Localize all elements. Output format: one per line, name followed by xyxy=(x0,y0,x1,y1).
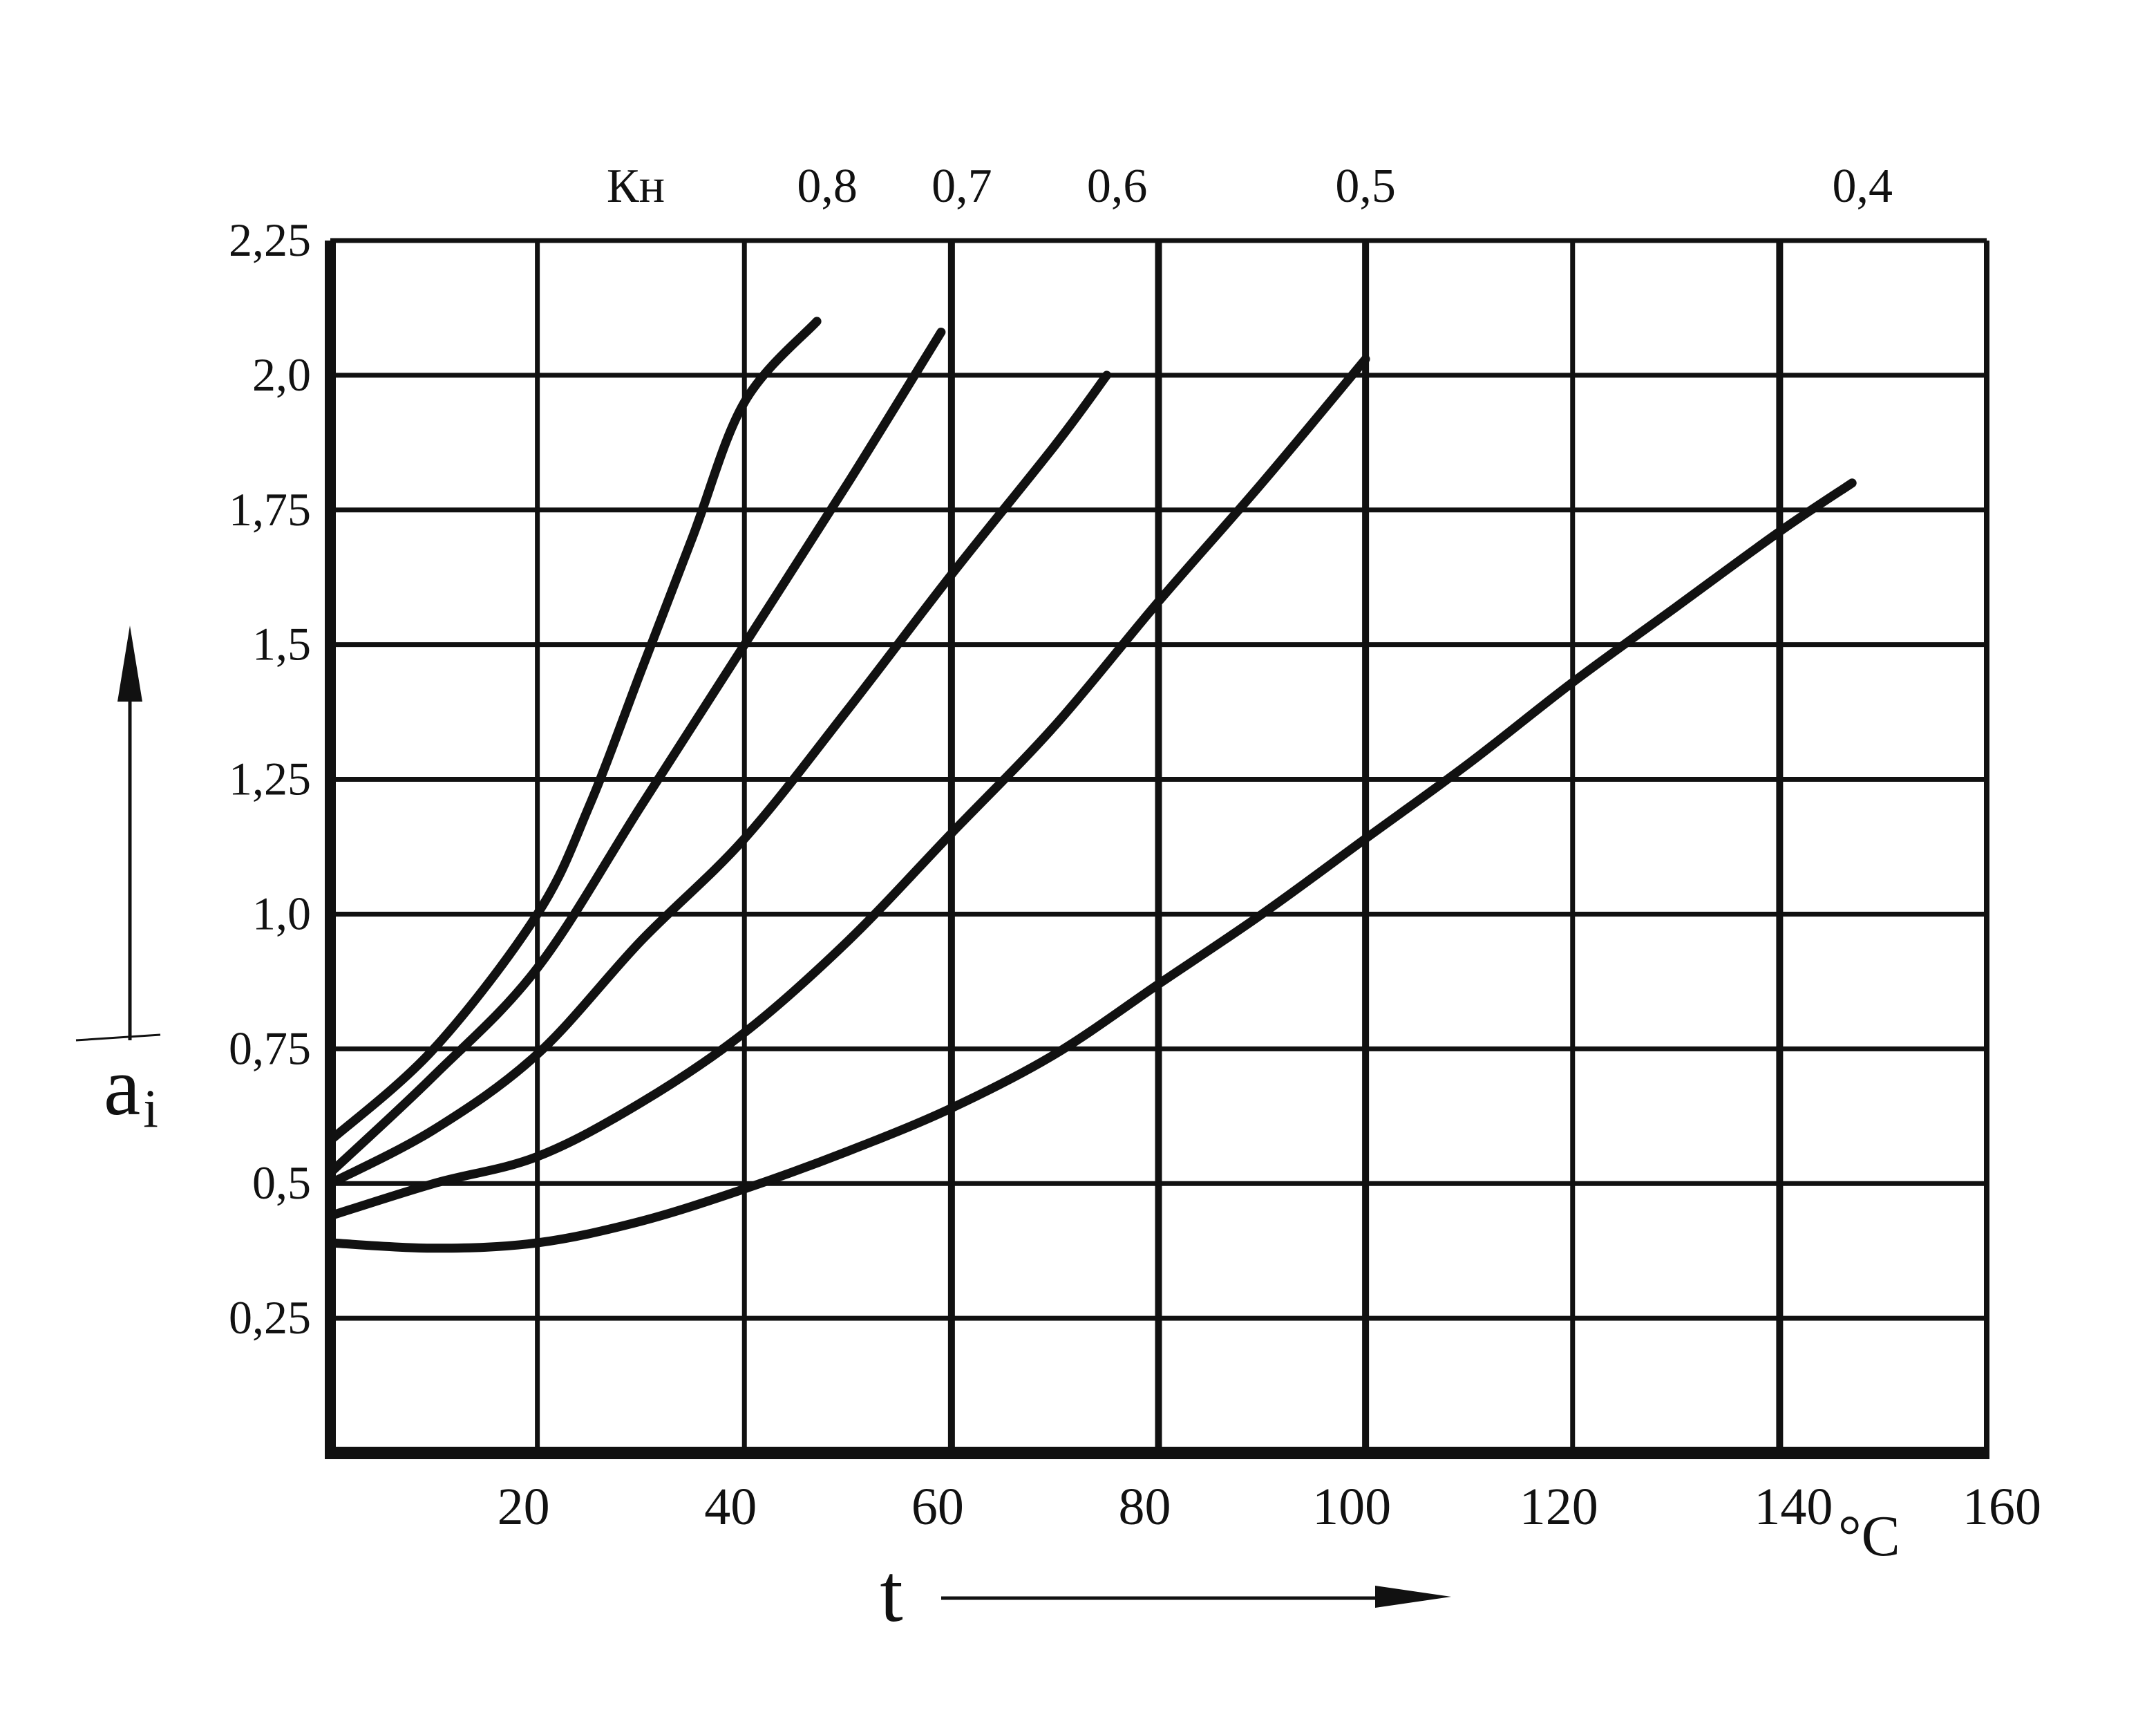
x-tick-label-7: 160 xyxy=(1963,1478,2041,1536)
x-axis-title: t °C xyxy=(880,1504,1900,1639)
x-axis-label: t xyxy=(880,1547,902,1639)
y-tick-labels: 0,25 0,5 0,75 1,0 1,25 1,5 1,75 2,0 2,25 xyxy=(229,214,311,1344)
x-tick-label-0: 20 xyxy=(498,1478,550,1536)
y-tick-label-3: 1,0 xyxy=(252,887,311,939)
y-tick-label-1: 0,5 xyxy=(252,1156,311,1209)
series-line-3 xyxy=(325,355,1370,1221)
legend-label-4: 0,4 xyxy=(1832,160,1893,213)
legend-title: Кн xyxy=(607,160,665,213)
y-axis-title: ai xyxy=(75,626,161,1138)
series-lines xyxy=(325,317,1857,1253)
y-axis-label-subscript: i xyxy=(143,1078,158,1138)
y-axis-arrowhead xyxy=(117,626,142,702)
legend-kn: Кн 0,8 0,7 0,6 0,5 0,4 xyxy=(607,160,1893,213)
legend-label-0: 0,8 xyxy=(797,160,858,213)
x-tick-label-6: 140 xyxy=(1754,1478,1833,1536)
y-axis-label: ai xyxy=(104,1040,158,1138)
series-line-4 xyxy=(325,478,1857,1253)
series-line-2 xyxy=(325,370,1112,1188)
x-tick-labels: 20 40 60 80 100 120 140 160 xyxy=(498,1478,2041,1536)
x-tick-label-2: 60 xyxy=(911,1478,964,1536)
y-tick-label-7: 2,0 xyxy=(252,348,311,401)
y-axis-overline xyxy=(75,1033,161,1042)
x-tick-label-3: 80 xyxy=(1119,1478,1171,1536)
y-tick-label-5: 1,5 xyxy=(252,618,311,670)
y-tick-label-4: 1,25 xyxy=(229,753,311,805)
x-tick-label-4: 100 xyxy=(1312,1478,1391,1536)
y-axis-label-main: a xyxy=(104,1040,140,1132)
series-line-1 xyxy=(325,328,946,1178)
legend-label-1: 0,7 xyxy=(932,160,992,213)
y-tick-label-8: 2,25 xyxy=(229,214,311,266)
y-tick-label-6: 1,75 xyxy=(229,483,311,536)
x-axis-arrowhead xyxy=(1375,1586,1451,1608)
x-tick-label-5: 120 xyxy=(1520,1478,1598,1536)
y-tick-label-2: 0,75 xyxy=(229,1022,311,1074)
series-line-0 xyxy=(325,317,822,1145)
legend-label-2: 0,6 xyxy=(1087,160,1148,213)
x-axis-unit: °C xyxy=(1838,1504,1900,1568)
plot-frame xyxy=(325,238,1989,1459)
y-tick-label-0: 0,25 xyxy=(229,1291,311,1344)
x-tick-label-1: 40 xyxy=(704,1478,757,1536)
legend-label-3: 0,5 xyxy=(1335,160,1396,213)
